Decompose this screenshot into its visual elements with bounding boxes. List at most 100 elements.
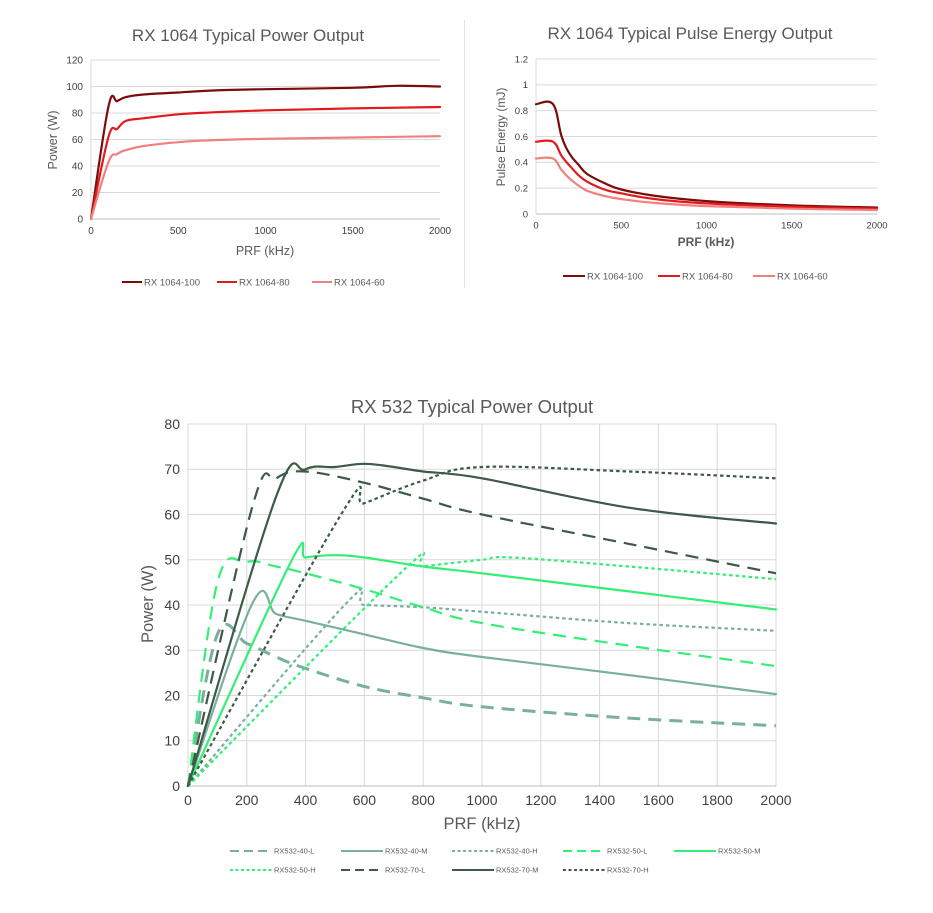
series-lines [89, 84, 442, 221]
y-axis-label: Power (W) [46, 110, 60, 169]
x-tick-label: 1800 [702, 792, 733, 808]
y-tick-label: 0 [172, 778, 180, 794]
x-axis-label: PRF (kHz) [678, 235, 735, 249]
legend-item: RX532-40-H [452, 847, 538, 856]
legend-label: RX532-70-M [496, 866, 539, 875]
legend-item: RX 1064-100 [122, 277, 200, 288]
series-line-rx-1064-60 [89, 135, 442, 221]
y-tick-label: 20 [72, 188, 84, 199]
legend-item: RX 1064-60 [312, 277, 385, 288]
legend-item: RX532-50-M [674, 847, 761, 856]
y-tick-label: 40 [164, 597, 180, 613]
series-line-rx532-50-h [187, 551, 777, 787]
legend-item: RX 1064-100 [563, 271, 643, 282]
series-line-rx532-70-h [187, 465, 777, 787]
y-tick-label: 70 [164, 461, 180, 477]
legend-label: RX532-70-L [385, 866, 425, 875]
y-tick-label: 0 [523, 209, 528, 220]
y-tick-label: 40 [72, 162, 84, 173]
x-tick-label: 400 [294, 792, 318, 808]
series-line-rx-1064-100 [89, 84, 442, 221]
x-tick-label: 2000 [866, 221, 887, 232]
y-axis-label: Power (W) [139, 565, 157, 643]
series-line-rx-1064-80 [534, 139, 879, 210]
x-tick-label: 1000 [696, 221, 717, 232]
series-line-rx-1064-100 [534, 100, 879, 209]
legend-item: RX532-50-H [230, 866, 316, 875]
x-tick-label: 1600 [643, 792, 674, 808]
chart-title: RX 1064 Typical Power Output [132, 26, 364, 45]
series-line-rx-1064-60 [534, 156, 879, 212]
x-tick-label: 500 [170, 226, 187, 237]
legend-label: RX532-40-H [496, 847, 538, 856]
y-tick-label: 10 [164, 733, 180, 749]
y-tick-label: 120 [66, 56, 83, 67]
legend-label: RX 1064-60 [334, 277, 385, 288]
legend: RX532-40-L RX532-40-M RX532-40-H RX532-50-L… [230, 847, 761, 875]
y-tick-label: 60 [72, 135, 84, 146]
legend-item: RX532-70-M [452, 866, 539, 875]
legend-label: RX532-70-H [607, 866, 649, 875]
x-axis-label: PRF (kHz) [444, 815, 521, 833]
legend-label: RX 1064-60 [777, 271, 828, 282]
series-line-rx532-40-h [187, 587, 777, 787]
x-tick-label: 0 [533, 221, 538, 232]
y-tick-label: 30 [164, 642, 180, 658]
legend-item: RX 1064-80 [217, 277, 290, 288]
legend-label: RX532-40-M [385, 847, 428, 856]
x-tick-label: 200 [235, 792, 259, 808]
x-tick-label: 1200 [525, 792, 556, 808]
y-tick-label: 0.2 [515, 183, 528, 194]
series-line-rx532-50-m [186, 541, 778, 788]
y-tick-label: 50 [164, 552, 180, 568]
x-tick-label: 0 [184, 792, 192, 808]
x-tick-label: 600 [353, 792, 377, 808]
legend-item: RX532-70-H [563, 866, 649, 875]
legend-item: RX 1064-60 [753, 271, 828, 282]
legend-label: RX 1064-100 [144, 277, 200, 288]
y-tick-label: 0.4 [515, 158, 528, 169]
legend-item: RX532-50-L [563, 847, 647, 856]
chart-1: RX 1064 Typical Power Output 0 20 40 60 80 100… [46, 26, 452, 288]
y-axis-label: Pulse Energy (mJ) [494, 88, 508, 187]
x-tick-label: 1000 [466, 792, 497, 808]
gridlines [91, 59, 440, 220]
y-tick-label: 0.8 [515, 106, 528, 117]
y-tick-label: 20 [164, 687, 180, 703]
x-tick-label: 1500 [342, 226, 365, 237]
legend-item: RX 1064-80 [658, 271, 733, 282]
legend: RX 1064-100 RX 1064-80 RX 1064-60 [563, 271, 828, 282]
legend-label: RX532-40-L [274, 847, 314, 856]
legend-label: RX532-50-H [274, 866, 316, 875]
y-tick-label: 0 [77, 215, 83, 226]
x-tick-label: 1500 [781, 221, 802, 232]
y-tick-label: 80 [164, 416, 180, 432]
y-tick-label: 100 [66, 82, 83, 93]
x-tick-label: 800 [412, 792, 436, 808]
chart-3: RX 532 Typical Power Output 0 10 20 30 40 50 60… [139, 396, 792, 875]
legend-label: RX532-50-M [718, 847, 761, 856]
y-tick-label: 1.2 [515, 54, 528, 65]
chart-title: RX 532 Typical Power Output [351, 396, 593, 417]
legend-item: RX532-40-L [230, 847, 314, 856]
legend-label: RX 1064-100 [587, 271, 643, 282]
series-line-rx532-70-l [186, 470, 777, 787]
y-tick-label: 0.6 [515, 132, 528, 143]
legend: RX 1064-100 RX 1064-80 RX 1064-60 [122, 277, 385, 288]
series-line-rx532-40-m [186, 589, 778, 788]
legend-item: RX532-70-L [341, 866, 425, 875]
chart-2: RX 1064 Typical Pulse Energy Output 0 0.2 0… [494, 24, 888, 282]
x-tick-label: 0 [88, 226, 94, 237]
legend-label: RX532-50-L [607, 847, 647, 856]
series-line-rx532-70-m [186, 462, 778, 788]
series-line-rx-1064-80 [89, 105, 442, 221]
series-lines [186, 462, 778, 788]
y-tick-label: 60 [164, 506, 180, 522]
x-tick-label: 2000 [429, 226, 452, 237]
series-line-rx532-40-l [186, 622, 777, 787]
series-line-rx532-50-l [186, 557, 777, 787]
x-tick-label: 500 [613, 221, 629, 232]
y-tick-label: 80 [72, 109, 84, 120]
x-tick-label: 2000 [760, 792, 791, 808]
